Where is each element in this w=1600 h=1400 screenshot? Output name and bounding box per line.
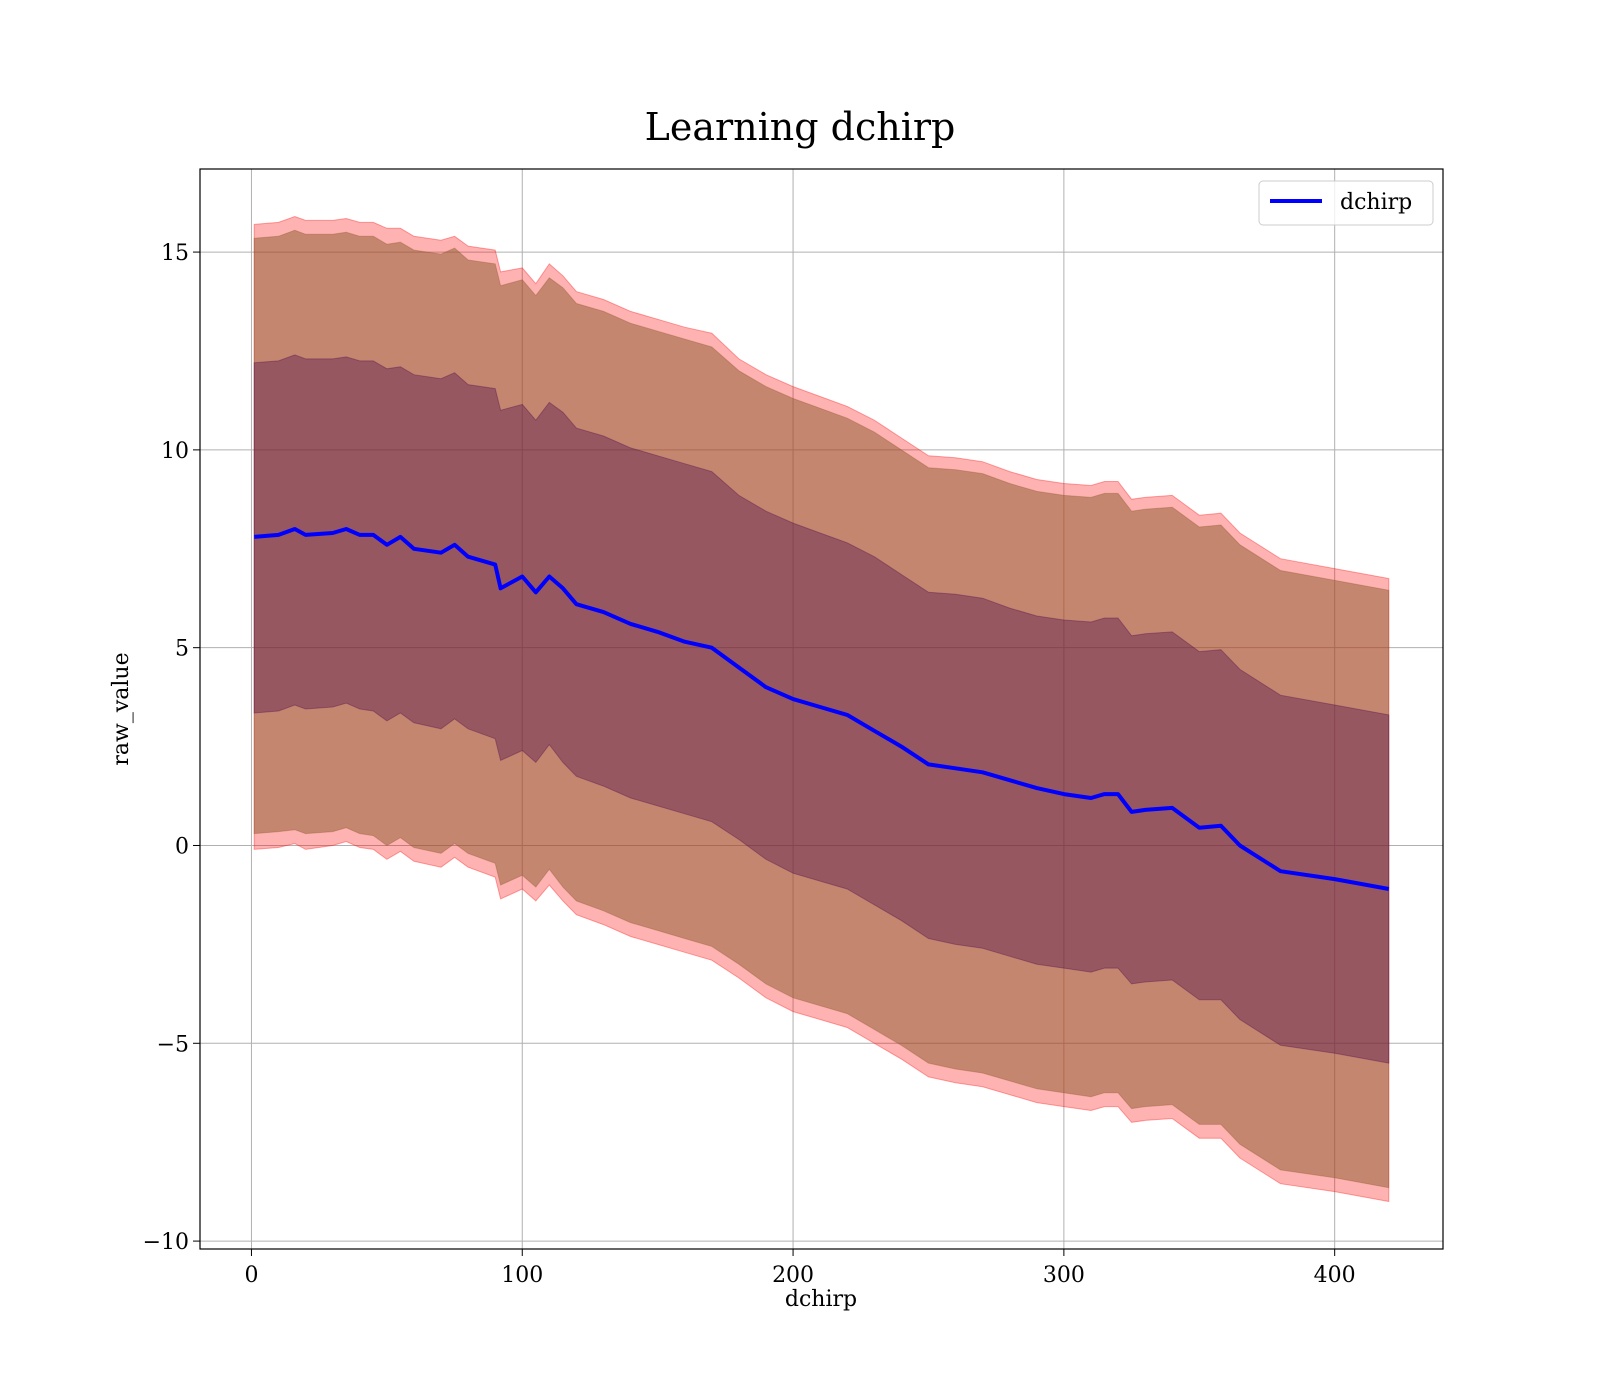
y-tick-label: 0 — [175, 834, 189, 859]
legend-label-dchirp: dchirp — [1340, 190, 1412, 215]
plot-frame — [199, 168, 1444, 1250]
series-lines — [254, 527, 1390, 891]
x-axis-label: dchirp — [785, 1287, 857, 1312]
x-tick-label: 400 — [1314, 1263, 1356, 1288]
x-axis-ticks: 0 100 200 300 400 — [244, 1249, 1356, 1288]
y-tick-label: −5 — [157, 1032, 189, 1057]
chart-title: Learning dchirp — [645, 105, 956, 149]
y-axis-ticks: −10 −5 0 5 10 15 — [143, 241, 200, 1255]
y-tick-label: −10 — [143, 1230, 189, 1255]
legend: dchirp — [1258, 180, 1434, 226]
x-tick-label: 300 — [1043, 1263, 1085, 1288]
y-tick-label: 15 — [161, 241, 189, 266]
x-tick-label: 0 — [244, 1263, 258, 1288]
series-line-dchirp — [254, 527, 1390, 891]
y-tick-label: 10 — [161, 439, 189, 464]
y-tick-label: 5 — [175, 637, 189, 662]
legend-box — [1258, 180, 1434, 226]
y-axis-label: raw_value — [109, 652, 134, 765]
x-tick-label: 100 — [501, 1263, 543, 1288]
x-tick-label: 200 — [772, 1263, 814, 1288]
